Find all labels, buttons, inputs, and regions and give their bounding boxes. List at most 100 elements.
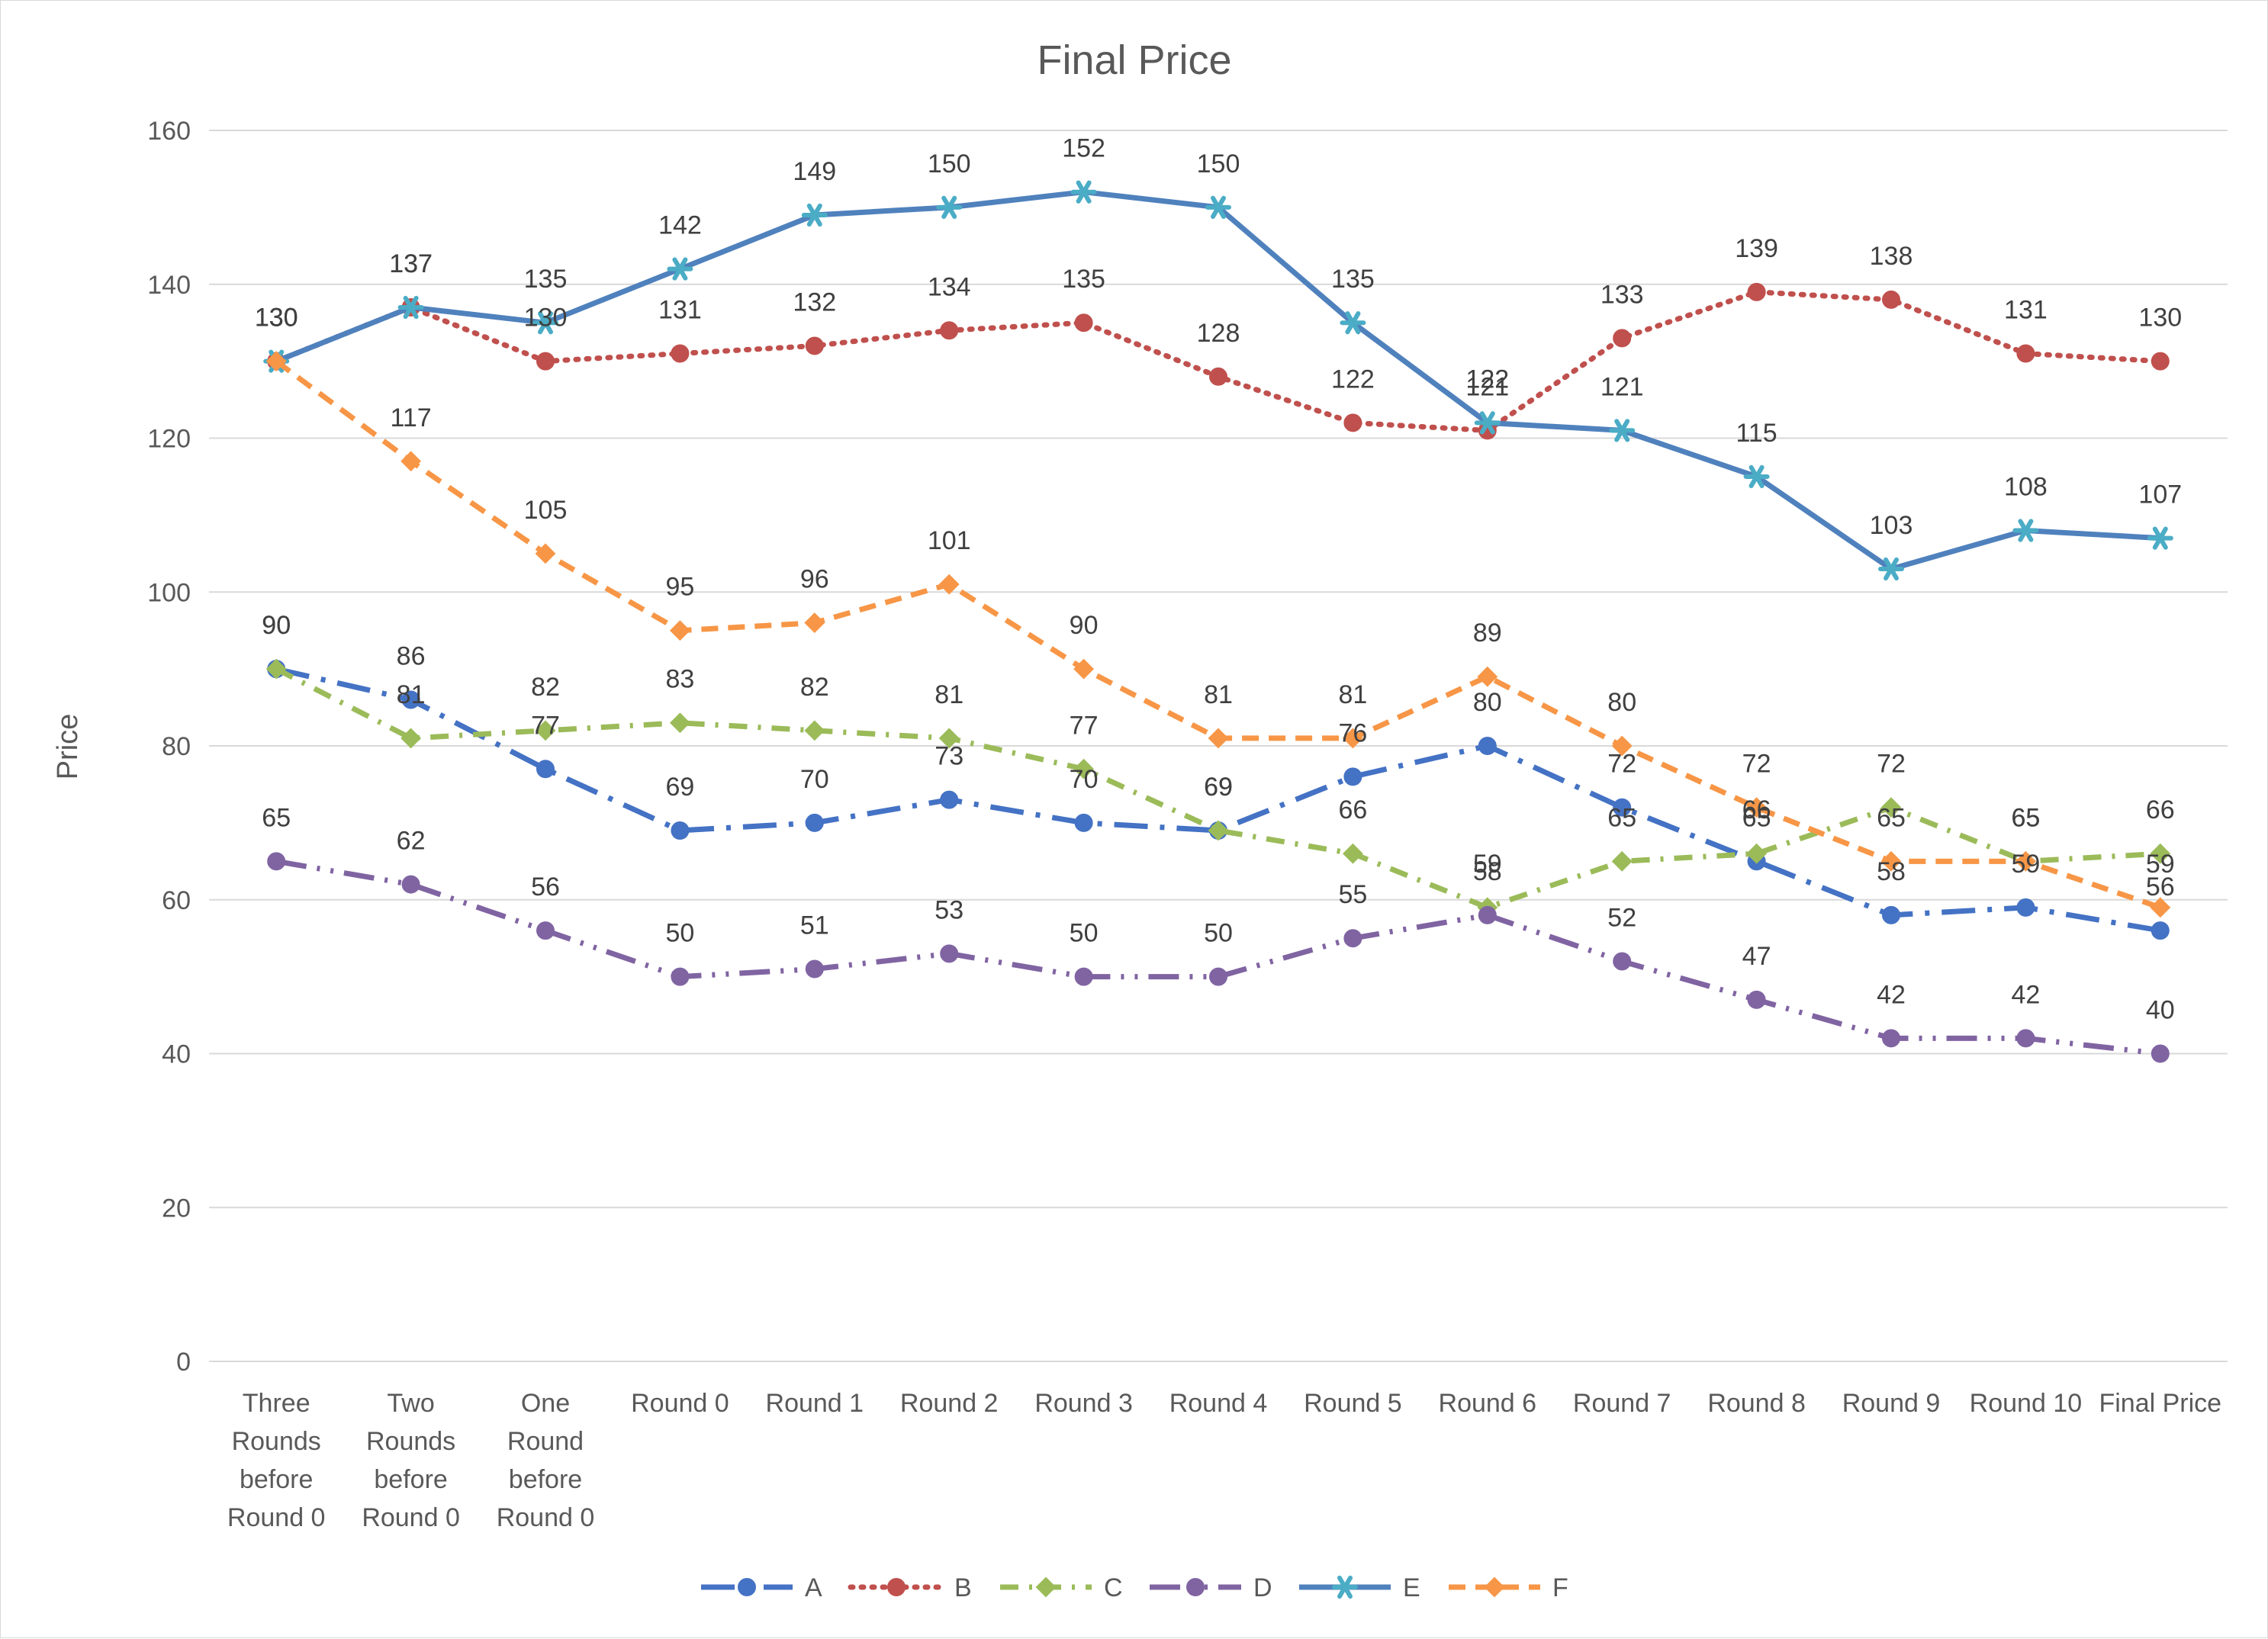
chart-title: Final Price — [1037, 37, 1231, 83]
data-label-B: 131 — [658, 296, 702, 325]
data-label-F: 81 — [1338, 680, 1367, 709]
x-tick-label: Round 2 — [900, 1389, 999, 1418]
data-point-E — [397, 295, 424, 320]
data-label-E: 103 — [1870, 511, 1913, 540]
data-label-E: 115 — [1736, 419, 1777, 448]
data-point-B — [1613, 329, 1632, 348]
data-label-B: 135 — [1062, 265, 1105, 294]
data-point-A — [1074, 813, 1093, 832]
data-point-F — [265, 351, 287, 372]
data-point-F — [804, 612, 825, 634]
data-point-C — [265, 658, 287, 680]
data-point-D — [1074, 967, 1093, 986]
data-point-B — [536, 352, 555, 371]
data-label-B: 121 — [1465, 372, 1509, 401]
data-label-B: 134 — [928, 272, 971, 301]
x-tick-label: Round 5 — [1304, 1389, 1402, 1418]
data-point-B — [1882, 290, 1900, 309]
data-label-C: 81 — [397, 680, 426, 709]
x-tick-label: One Round before Round 0 — [497, 1389, 595, 1532]
data-point-B — [671, 344, 690, 363]
data-label-B: 133 — [1600, 280, 1644, 309]
data-label-A: 70 — [800, 765, 829, 794]
data-label-A: 70 — [1070, 765, 1099, 794]
data-point-D — [2151, 1044, 2170, 1063]
data-label-F: 105 — [524, 496, 568, 525]
data-label-E: 135 — [524, 265, 568, 294]
data-label-C: 77 — [1070, 711, 1099, 740]
data-point-B — [1074, 313, 1093, 333]
series-E — [263, 180, 2173, 581]
y-tick-label: 20 — [162, 1194, 191, 1223]
data-point-D — [1478, 905, 1497, 924]
data-point-C — [1073, 758, 1095, 779]
data-point-B — [940, 321, 959, 340]
data-point-F — [1208, 728, 1229, 749]
data-point-C — [938, 728, 960, 749]
data-label-D: 40 — [2146, 996, 2175, 1025]
data-point-A — [1613, 798, 1632, 817]
legend-marker-F — [1484, 1576, 1505, 1598]
legend-label-C: C — [1104, 1573, 1123, 1602]
data-label-C: 81 — [935, 680, 963, 709]
series-D — [267, 852, 2170, 1063]
data-label-E: 149 — [793, 157, 836, 186]
data-label-B: 137 — [389, 249, 433, 278]
y-axis-ticks: 0 20 40 60 80 100 120 140 160 — [147, 117, 191, 1377]
data-point-C — [401, 728, 422, 749]
data-point-E — [936, 195, 963, 219]
data-label-F: 96 — [800, 565, 829, 594]
data-label-A: 69 — [1204, 773, 1233, 802]
data-point-E — [801, 203, 828, 227]
data-label-A: 90 — [262, 611, 291, 640]
y-tick-label: 60 — [162, 886, 191, 915]
data-label-D: 56 — [531, 873, 560, 901]
data-point-D — [1882, 1029, 1900, 1048]
data-point-A — [401, 690, 420, 709]
data-point-F — [2015, 850, 2036, 872]
data-point-E — [1743, 464, 1770, 489]
y-tick-label: 100 — [147, 578, 191, 607]
data-label-E: 130 — [255, 304, 298, 333]
data-label-C: 82 — [531, 673, 560, 702]
legend-label-B: B — [954, 1573, 972, 1602]
data-point-A — [2151, 921, 2170, 940]
y-tick-label: 40 — [162, 1040, 191, 1069]
data-label-A: 86 — [397, 641, 426, 670]
legend-marker-D — [1186, 1578, 1205, 1596]
y-tick-label: 140 — [147, 271, 191, 300]
data-label-C: 90 — [262, 611, 291, 640]
data-point-A — [536, 760, 555, 779]
data-label-B: 131 — [2004, 296, 2048, 325]
data-point-E — [1340, 311, 1366, 335]
data-label-C: 65 — [1607, 803, 1636, 832]
data-label-C: 82 — [800, 673, 829, 702]
data-point-D — [536, 921, 555, 940]
data-point-B — [805, 336, 824, 355]
legend-item-C: C — [1000, 1573, 1123, 1602]
data-label-F: 117 — [390, 403, 431, 432]
x-tick-label: Final Price — [2099, 1389, 2221, 1418]
data-point-F — [1611, 735, 1633, 757]
data-label-D: 42 — [2011, 980, 2040, 1009]
y-tick-label: 0 — [176, 1348, 191, 1377]
data-point-E — [2147, 526, 2173, 550]
data-label-D: 50 — [665, 919, 694, 948]
data-label-A: 76 — [1338, 718, 1367, 747]
data-label-D: 50 — [1204, 919, 1233, 948]
data-point-D — [267, 852, 286, 871]
data-label-A: 80 — [1473, 688, 1502, 717]
data-label-A: 69 — [665, 773, 694, 802]
data-point-A — [1343, 767, 1362, 786]
data-label-D: 42 — [1877, 980, 1906, 1009]
data-label-D: 62 — [397, 827, 426, 856]
data-label-F: 65 — [2011, 803, 2040, 832]
data-point-F — [1073, 658, 1095, 680]
data-label-C: 66 — [2146, 795, 2175, 824]
legend-label-E: E — [1403, 1573, 1420, 1602]
data-label-C: 66 — [1742, 795, 1771, 824]
data-point-F — [1477, 666, 1498, 687]
data-label-D: 50 — [1070, 919, 1099, 948]
